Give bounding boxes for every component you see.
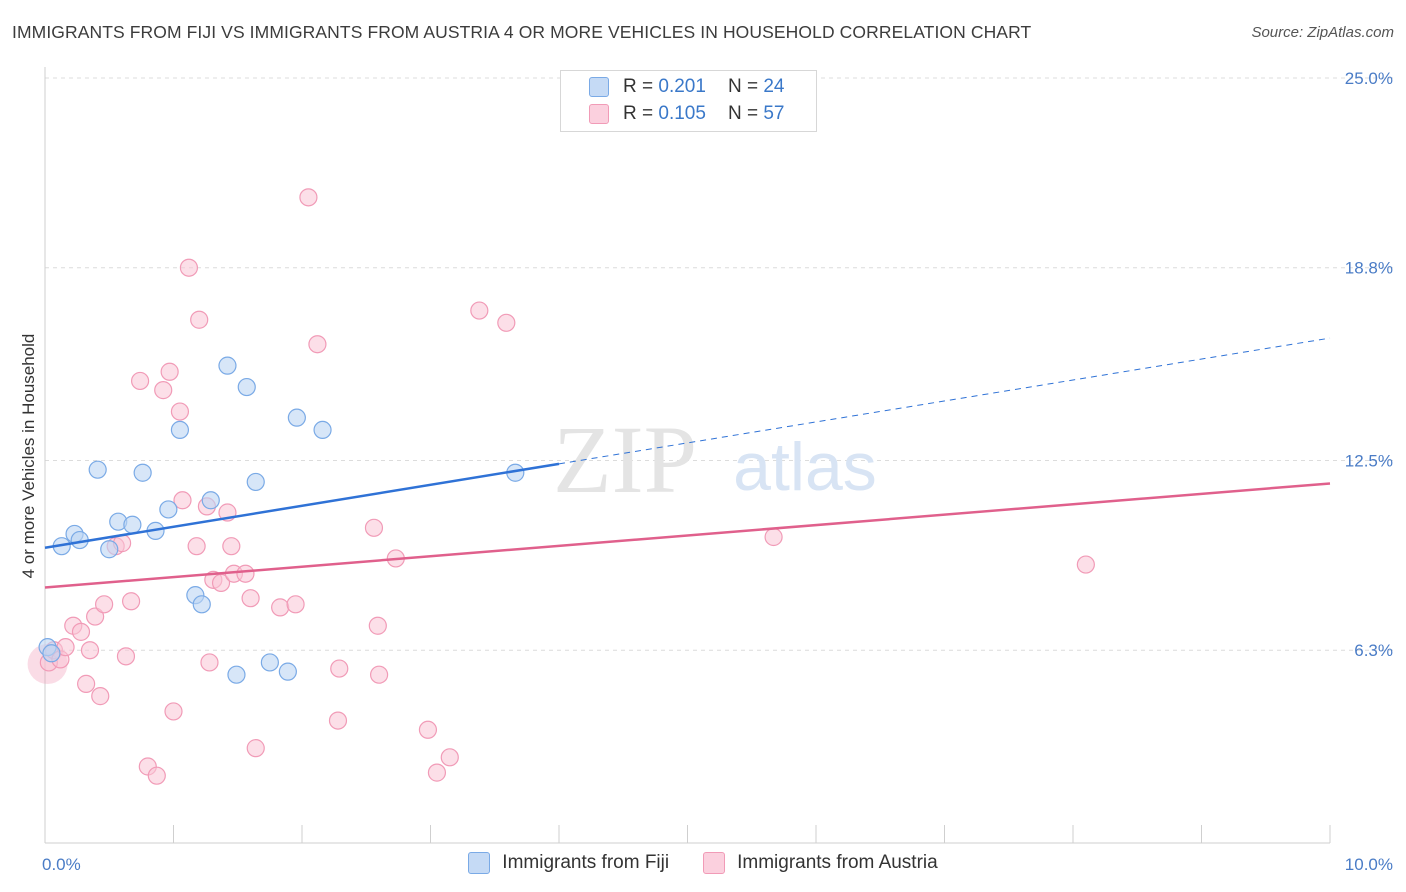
fiji-point-16 — [218, 356, 237, 375]
fiji-legend-swatch — [468, 852, 491, 874]
austria-point-10 — [95, 595, 114, 614]
x-tick-label-1: 10.0% — [1345, 855, 1393, 874]
y-tick-label-3: 25.0% — [1345, 69, 1393, 88]
legend-row-austria: R = 0.105 N = 57 — [589, 101, 784, 127]
austria-point-23 — [179, 258, 199, 277]
fiji-trendline-extension — [558, 337, 1331, 465]
fiji-point-6 — [100, 540, 119, 559]
austria-point-38 — [299, 188, 318, 207]
austria-point-17 — [147, 766, 166, 785]
austria-point-27 — [200, 653, 219, 672]
austria-point-9 — [91, 687, 110, 706]
fiji-trendline — [44, 462, 560, 549]
austria-point-25 — [190, 310, 209, 329]
austria-point-36 — [271, 598, 290, 617]
austria-point-19 — [160, 362, 179, 381]
austria-points — [27, 188, 1095, 785]
austria-point-49 — [470, 301, 489, 320]
gridlines — [45, 77, 1395, 651]
austria-point-42 — [364, 518, 384, 537]
austria-point-46 — [418, 720, 438, 739]
austria-r-label: R = — [623, 103, 654, 124]
austria-trendline — [44, 482, 1331, 589]
fiji-point-12 — [170, 420, 190, 439]
chart-title: IMMIGRANTS FROM FIJI VS IMMIGRANTS FROM … — [12, 22, 1032, 42]
legend-item-austria: Immigrants from Austria — [703, 852, 938, 874]
legend-item-fiji: Immigrants from Fiji — [468, 852, 669, 874]
y-tick-label-0: 6.3% — [1354, 641, 1393, 660]
fiji-point-17 — [227, 665, 246, 684]
austria-point-51 — [764, 527, 783, 547]
watermark-atlas: atlas — [733, 429, 877, 505]
austria-point-37 — [286, 595, 305, 614]
austria-point-41 — [330, 659, 349, 678]
austria-point-5 — [71, 622, 91, 641]
legend-row-fiji: R = 0.201 N = 24 — [589, 74, 784, 100]
fiji-point-1 — [42, 644, 61, 663]
austria-point-40 — [328, 711, 348, 730]
tick-labels: 6.3% 12.5% 18.8% 25.0% 0.0% 10.0% — [42, 69, 1393, 874]
austria-r-value: 0.105 — [658, 103, 706, 124]
fiji-point-20 — [260, 653, 279, 672]
fiji-n-value: 24 — [763, 76, 785, 97]
chart-source: Source: ZipAtlas.com — [1251, 24, 1394, 41]
trendlines — [44, 337, 1331, 589]
fiji-point-5 — [88, 460, 107, 479]
fiji-r-label: R = — [623, 76, 654, 97]
austria-point-50 — [497, 313, 516, 332]
fiji-swatch — [589, 77, 609, 97]
austria-point-14 — [121, 592, 141, 611]
austria-point-34 — [241, 589, 260, 608]
watermark-zip: ZIP — [553, 406, 697, 513]
austria-point-48 — [440, 748, 459, 767]
axes — [44, 67, 1331, 844]
austria-point-39 — [308, 335, 327, 354]
fiji-point-15 — [201, 491, 220, 510]
austria-point-8 — [86, 607, 105, 626]
austria-point-47 — [427, 763, 447, 782]
y-tick-label-2: 18.8% — [1345, 259, 1393, 278]
fiji-point-9 — [133, 463, 152, 482]
austria-point-43 — [368, 616, 387, 635]
austria-point-20 — [164, 702, 183, 721]
fiji-point-14 — [192, 595, 211, 614]
austria-point-35 — [246, 739, 265, 758]
austria-n-value: 57 — [763, 103, 785, 124]
austria-point-7 — [80, 641, 100, 660]
fiji-point-19 — [246, 472, 265, 492]
austria-point-22 — [173, 491, 192, 510]
y-axis-label: 4 or more Vehicles in Household — [19, 334, 38, 579]
austria-point-21 — [170, 402, 190, 421]
y-tick-label-1: 12.5% — [1345, 452, 1393, 471]
fiji-point-22 — [287, 408, 306, 427]
fiji-n-label: N = — [727, 76, 759, 97]
fiji-legend-label: Immigrants from Fiji — [502, 852, 670, 873]
austria-legend-label: Immigrants from Austria — [737, 852, 938, 873]
austria-point-24 — [187, 537, 206, 556]
x-tick-label-0: 0.0% — [42, 855, 81, 874]
fiji-point-21 — [278, 662, 297, 681]
austria-point-15 — [130, 371, 150, 391]
watermark: ZIP atlas — [553, 406, 877, 513]
austria-point-52 — [1076, 555, 1095, 574]
austria-n-label: N = — [727, 103, 759, 124]
fiji-points — [38, 356, 525, 684]
austria-point-6 — [77, 674, 96, 693]
austria-point-31 — [222, 537, 241, 556]
series-legend: Immigrants from Fiji Immigrants from Aus… — [0, 852, 1406, 874]
fiji-point-23 — [313, 420, 332, 439]
fiji-point-18 — [237, 377, 256, 397]
fiji-point-8 — [123, 515, 142, 534]
fiji-r-value: 0.201 — [658, 76, 706, 97]
austria-legend-swatch — [703, 852, 726, 874]
austria-swatch — [589, 104, 609, 124]
fiji-point-11 — [159, 500, 178, 519]
correlation-legend: R = 0.201 N = 24 R = 0.105 N = 57 — [560, 70, 817, 132]
austria-point-44 — [370, 665, 389, 684]
austria-point-13 — [116, 647, 136, 666]
austria-point-33 — [236, 564, 255, 583]
austria-point-18 — [154, 381, 173, 400]
